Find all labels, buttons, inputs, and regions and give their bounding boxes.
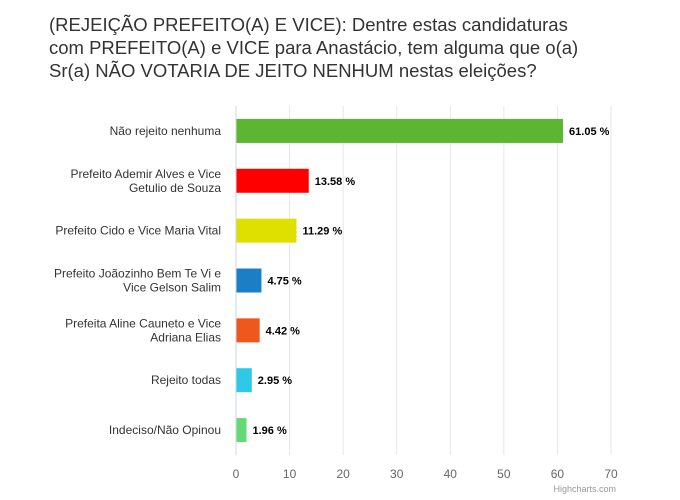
data-label: 4.42 % — [266, 325, 300, 337]
chart-title-line-1: (REJEIÇÃO PREFEITO(A) E VICE): Dentre es… — [49, 14, 568, 35]
data-label: 4.75 % — [267, 276, 301, 288]
x-tick-label: 10 — [283, 467, 297, 481]
x-tick-label: 40 — [444, 467, 458, 481]
category-label: Prefeita Aline Cauneto e Vice — [65, 316, 221, 330]
data-label: 13.58 % — [315, 176, 356, 188]
bar — [236, 218, 297, 243]
x-tick-label: 30 — [390, 467, 404, 481]
chart-title-line-2: com PREFEITO(A) e VICE para Anastácio, t… — [49, 37, 579, 58]
category-label: Prefeito Joãozinho Bem Te Vi e — [54, 267, 221, 281]
x-tick-label: 60 — [551, 467, 565, 481]
category-label: Vice Gelson Salim — [123, 281, 221, 295]
data-label: 61.05 % — [569, 126, 610, 138]
category-label: Indeciso/Não Opinou — [109, 423, 221, 437]
bar — [236, 368, 252, 393]
x-tick-label: 20 — [336, 467, 350, 481]
category-label: Prefeito Ademir Alves e Vice — [70, 167, 221, 181]
category-label: Prefeito Cido e Vice Maria Vital — [55, 224, 221, 238]
bar — [236, 168, 309, 193]
category-label: Adriana Elias — [150, 330, 221, 344]
data-label: 2.95 % — [258, 375, 292, 387]
bar — [236, 418, 247, 443]
category-label: Não rejeito nenhuma — [110, 124, 222, 138]
data-label: 1.96 % — [253, 425, 287, 437]
chart-title: (REJEIÇÃO PREFEITO(A) E VICE): Dentre es… — [49, 13, 649, 82]
x-tick-label: 70 — [604, 467, 618, 481]
data-label: 11.29 % — [302, 226, 342, 238]
x-tick-label: 50 — [497, 467, 511, 481]
chart-title-line-3: Sr(a) NÃO VOTARIA DE JEITO NENHUM nestas… — [49, 60, 537, 81]
bar — [236, 318, 260, 343]
x-tick-label: 0 — [233, 467, 240, 481]
category-label: Getulio de Souza — [129, 181, 221, 195]
bar — [236, 268, 262, 293]
highcharts-credit[interactable]: Highcharts.com — [553, 484, 616, 494]
category-label: Rejeito todas — [151, 373, 221, 387]
bar — [236, 118, 564, 143]
